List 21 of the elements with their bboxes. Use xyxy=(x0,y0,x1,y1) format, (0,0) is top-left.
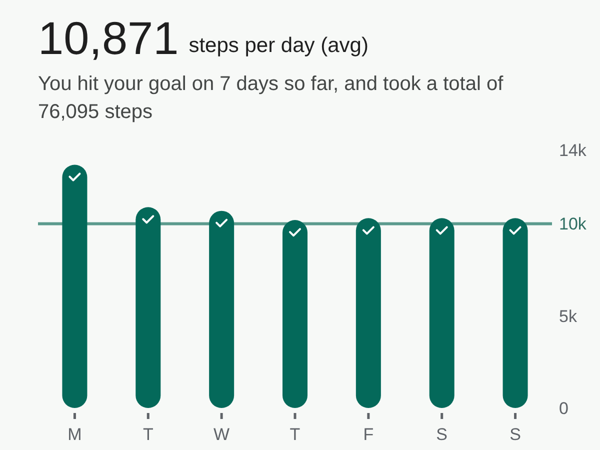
bar xyxy=(429,218,454,408)
x-tick-label: W xyxy=(214,425,230,444)
bar xyxy=(136,207,161,408)
chart-title: 10,871 xyxy=(38,12,179,64)
y-tick-label: 0 xyxy=(559,398,568,418)
bar xyxy=(209,210,234,408)
chart-subtitle: steps per day (avg) xyxy=(188,34,368,57)
x-tick-label: F xyxy=(363,425,374,444)
x-tick-label: T xyxy=(142,425,154,444)
y-tick-label: 10k xyxy=(559,214,587,234)
y-tick-label: 5k xyxy=(559,306,578,326)
x-tick-label: T xyxy=(290,425,300,444)
bar xyxy=(356,218,381,408)
bar xyxy=(62,164,88,408)
x-tick-label: M xyxy=(68,425,82,444)
text: You hit your goal on 7 days so far, and took a total of 76,095 steps xyxy=(38,73,504,123)
y-tick-label: 14k xyxy=(559,140,587,160)
bar xyxy=(502,218,528,408)
bar xyxy=(282,220,308,408)
x-tick-label: S xyxy=(436,425,448,444)
x-tick-label: S xyxy=(510,425,521,444)
